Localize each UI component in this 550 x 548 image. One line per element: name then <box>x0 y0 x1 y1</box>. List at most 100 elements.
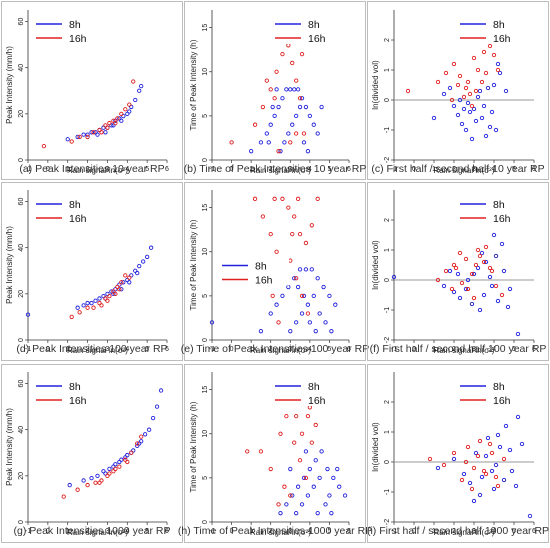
panel-caption: (c) First half / second half 10 year RP <box>371 163 544 175</box>
point-16h <box>113 120 118 126</box>
legend-label-8h: 8h <box>69 381 81 393</box>
x-tick-label: -1 <box>25 528 31 535</box>
x-axis-label: Rain signal ln(σ²) <box>250 528 311 537</box>
point-16h <box>469 486 475 492</box>
point-8h <box>301 475 307 481</box>
point-8h <box>67 482 72 488</box>
point-16h <box>475 247 481 253</box>
x-tick-label: 0 <box>412 528 416 535</box>
point-8h <box>505 304 511 310</box>
point-16h <box>495 483 501 489</box>
point-16h <box>477 438 483 444</box>
point-16h <box>123 107 128 112</box>
point-8h <box>297 104 303 110</box>
point-16h <box>268 87 273 92</box>
y-axis-label: Peak Intensity (mm/h) <box>5 226 14 304</box>
x-tick-label: 2 <box>86 528 90 535</box>
point-16h <box>286 43 291 48</box>
y-tick-label: -1 <box>384 489 391 495</box>
y-tick-label: -1 <box>384 127 391 133</box>
point-8h <box>288 466 293 472</box>
point-8h <box>315 511 320 516</box>
x-tick-label: 0 <box>230 346 234 353</box>
y-tick-label: 20 <box>18 290 25 298</box>
point-8h <box>307 113 313 119</box>
point-8h <box>143 432 148 437</box>
x-tick-label: -1 <box>391 166 397 173</box>
point-16h <box>435 277 441 283</box>
panel-frame <box>184 182 366 361</box>
point-8h <box>121 280 126 285</box>
x-tick-label: 3 <box>288 346 292 353</box>
y-tick-label: 15 <box>202 24 209 32</box>
point-16h <box>294 131 299 136</box>
panel-frame <box>1 182 183 361</box>
point-8h <box>319 449 324 454</box>
point-8h <box>299 502 305 507</box>
point-16h <box>113 291 118 296</box>
panel-caption: (h) Time of Peak Intensities 1000 year R… <box>178 525 372 537</box>
x-tick-label: 0 <box>46 346 50 353</box>
y-tick-label: 40 <box>18 244 25 252</box>
legend-label-8h: 8h <box>69 199 81 211</box>
point-8h <box>278 149 283 154</box>
x-tick-label: -1 <box>25 166 31 173</box>
legend-label-8h: 8h <box>69 19 81 31</box>
point-8h <box>248 149 254 154</box>
point-8h <box>321 284 326 290</box>
point-16h <box>85 134 90 140</box>
legend-label-8h: 8h <box>308 19 320 31</box>
x-tick-label: -1 <box>209 528 215 535</box>
point-8h <box>315 131 320 136</box>
panel-frame <box>1 1 183 180</box>
point-8h <box>305 493 311 498</box>
panel-frame <box>1 364 183 543</box>
point-8h <box>311 293 316 299</box>
point-8h <box>158 388 164 393</box>
x-tick-label: 3 <box>105 528 109 535</box>
point-16h <box>105 298 110 303</box>
x-tick-label: 1 <box>432 528 436 535</box>
legend-label-16h: 16h <box>493 33 511 45</box>
point-8h <box>485 435 491 441</box>
legend-background <box>219 255 289 286</box>
point-8h <box>305 302 311 307</box>
point-8h <box>325 466 330 472</box>
point-8h <box>335 466 340 472</box>
point-8h <box>435 465 441 471</box>
x-tick-label: 4 <box>308 528 312 535</box>
point-16h <box>481 259 487 265</box>
point-16h <box>299 51 305 57</box>
y-tick-label: -2 <box>384 337 391 343</box>
point-16h <box>313 422 318 428</box>
legend-label-8h: 8h <box>493 19 505 31</box>
point-8h <box>455 271 461 277</box>
x-axis-label: Rain signal ln(σ²) <box>250 166 311 175</box>
point-16h <box>451 61 457 67</box>
point-8h <box>391 274 397 280</box>
point-8h <box>148 245 154 250</box>
point-8h <box>93 298 98 303</box>
point-8h <box>451 456 457 462</box>
point-8h <box>25 312 31 317</box>
point-16h <box>427 456 433 462</box>
x-tick-label: 0 <box>230 166 234 173</box>
point-8h <box>463 127 469 133</box>
point-8h <box>457 295 463 301</box>
legend-background <box>457 14 527 44</box>
point-8h <box>497 444 503 450</box>
point-16h <box>459 280 465 286</box>
point-8h <box>107 466 112 472</box>
y-axis-label: ln(divided vol) <box>371 60 380 110</box>
point-16h <box>107 120 112 126</box>
point-8h <box>268 122 273 127</box>
point-16h <box>61 494 66 499</box>
point-16h <box>315 196 320 201</box>
point-16h <box>135 441 140 446</box>
point-8h <box>499 241 505 247</box>
point-16h <box>292 214 297 219</box>
point-16h <box>125 459 130 465</box>
point-16h <box>274 69 279 74</box>
y-tick-label: -2 <box>384 519 391 525</box>
point-8h <box>315 276 320 281</box>
